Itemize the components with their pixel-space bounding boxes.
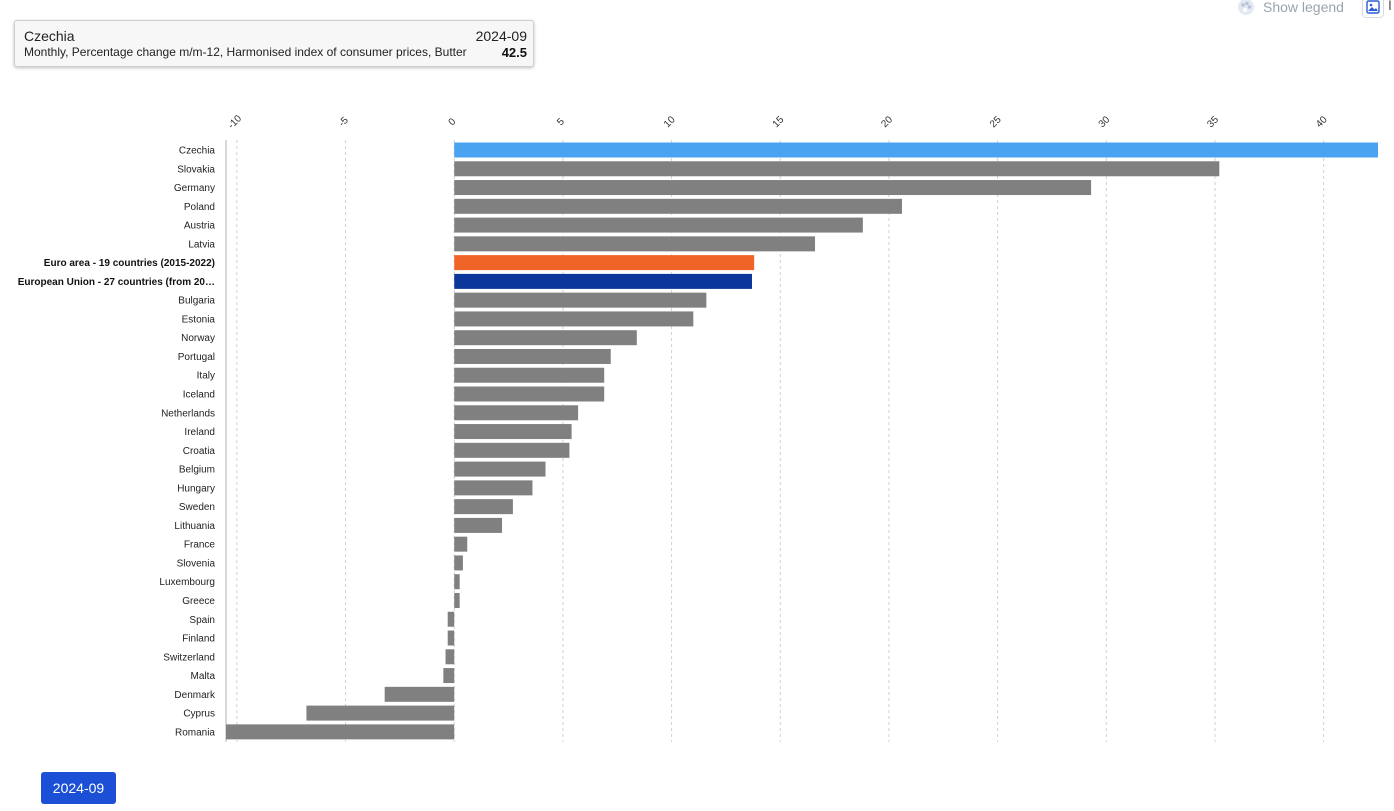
bar (454, 555, 463, 571)
y-category-label: Belgium (179, 465, 215, 476)
x-tick-label: 25 (988, 114, 1004, 130)
bar (454, 198, 902, 214)
bar (454, 217, 863, 233)
show-legend-button[interactable]: Show legend (1237, 0, 1344, 17)
y-category-label: Euro area - 19 countries (2015-2022) (44, 258, 215, 269)
y-category-label: Norway (181, 333, 215, 344)
y-category-label: Italy (197, 371, 215, 382)
period-button[interactable]: 2024-09 (41, 772, 116, 804)
bar (454, 517, 503, 533)
y-category-label: Germany (174, 183, 215, 194)
palette-icon (1238, 0, 1254, 15)
bar (454, 255, 755, 271)
bar (445, 649, 455, 665)
bar (454, 180, 1092, 196)
tooltip-description: Monthly, Percentage change m/m-12, Harmo… (24, 45, 467, 59)
bar (384, 686, 455, 702)
tooltip-value: 42.5 (501, 45, 527, 60)
y-category-label: France (184, 540, 216, 551)
y-category-label: Spain (189, 615, 215, 626)
bar (447, 630, 455, 646)
bar (454, 330, 637, 346)
y-category-label: Greece (182, 596, 215, 607)
bar-chart: -10 -5 0 5 10 15 20 25 30 35 40 Czechia Slovakia Germ… (18, 113, 1378, 742)
bar (306, 705, 455, 721)
y-category-label: Finland (182, 634, 215, 645)
y-category-label: Latvia (188, 239, 215, 250)
y-category-label: Poland (184, 202, 215, 213)
y-category-label: European Union - 27 countries (from 20… (18, 277, 215, 288)
x-tick-label: 0 (447, 116, 459, 128)
x-tick-label: 15 (771, 114, 787, 130)
x-tick-label: 40 (1314, 114, 1330, 130)
tooltip-country: Czechia (24, 28, 75, 44)
bar (443, 668, 455, 684)
y-category-label: Luxembourg (159, 577, 215, 588)
y-category-label: Malta (191, 671, 216, 682)
y-category-label: Portugal (178, 352, 215, 363)
x-tick-label: 10 (662, 114, 678, 130)
y-category-label: Austria (184, 221, 216, 232)
x-tick-label: -10 (226, 113, 244, 131)
x-tick-label: 30 (1097, 114, 1113, 130)
y-category-label: Croatia (183, 446, 216, 457)
value-tooltip: Czechia 2024-09 Monthly, Percentage chan… (14, 20, 534, 67)
bar (454, 273, 753, 289)
bar (454, 161, 1220, 177)
y-category-label: Netherlands (161, 408, 215, 419)
y-category-label: Lithuania (174, 521, 215, 532)
bar (454, 442, 570, 458)
bar (454, 461, 546, 477)
bar (454, 480, 533, 496)
y-category-label: Estonia (182, 314, 216, 325)
x-tick-label: 20 (879, 114, 895, 130)
bar (454, 311, 694, 327)
y-category-label: Switzerland (163, 652, 215, 663)
bar (454, 424, 572, 440)
y-category-label: Slovenia (177, 558, 216, 569)
image-download-button[interactable] (1362, 0, 1384, 18)
bar (454, 367, 605, 383)
bar (454, 405, 579, 421)
y-category-label: Romania (175, 727, 215, 738)
image-icon (1366, 0, 1380, 14)
bar (454, 236, 816, 252)
y-category-label: Iceland (183, 390, 215, 401)
x-tick-label: 35 (1205, 114, 1221, 130)
y-category-label: Sweden (179, 502, 215, 513)
show-legend-label: Show legend (1263, 0, 1344, 15)
y-category-label: Hungary (177, 483, 215, 494)
y-category-label: Bulgaria (178, 296, 215, 307)
y-category-label: Cyprus (183, 709, 215, 720)
bar (226, 724, 455, 740)
x-tick-label: 5 (555, 116, 567, 128)
bar (454, 142, 1378, 158)
bar (447, 611, 455, 627)
bar (454, 536, 468, 552)
bar (454, 499, 513, 515)
tooltip-period: 2024-09 (475, 28, 527, 44)
bar (454, 292, 707, 308)
y-category-label: Czechia (179, 146, 216, 157)
y-category-label: Denmark (174, 690, 216, 701)
bar (454, 592, 460, 608)
bar (454, 574, 460, 590)
y-category-label: Slovakia (177, 164, 215, 175)
bar (454, 348, 611, 364)
x-tick-label: -5 (337, 115, 351, 129)
image-button-label: I (1388, 0, 1392, 13)
y-category-label: Ireland (184, 427, 215, 438)
bar (454, 386, 605, 402)
